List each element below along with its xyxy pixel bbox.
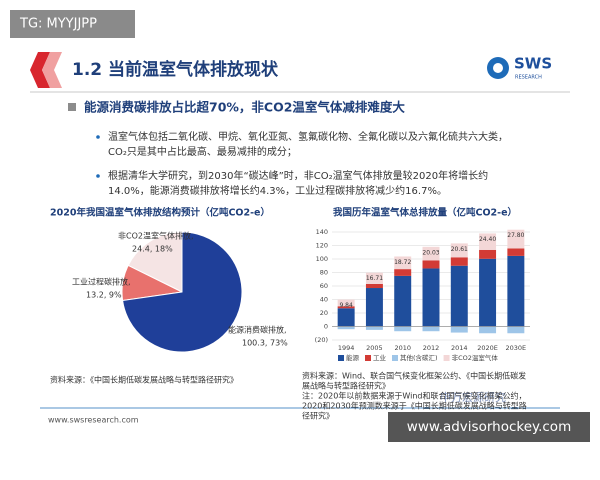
source-right: 资料来源：Wind、联合国气候变化框架公约、《中国长期低碳发 [302, 371, 526, 381]
x-tick-label: 2010 [394, 344, 411, 352]
bar-segment [507, 255, 525, 327]
bottom-tag-box [388, 412, 590, 442]
bullet-text: CO₂只是其中占比最高、最易减排的成分； [108, 145, 297, 158]
bullet-text: 14.0%，能源消费碳排放将增长约4.3%，工业过程碳排放将减少约16.7%。 [108, 184, 447, 197]
y-tick-label: 100 [316, 255, 328, 263]
legend-label: 能源 [346, 353, 360, 362]
bar-value-label: 20.61 [451, 246, 468, 253]
legend-swatch [443, 355, 450, 361]
bullet-text: 温室气体包括二氧化碳、甲烷、氧化亚氮、氢氟碳化物、全氟化碳以及六氟化硫共六大类， [108, 130, 508, 143]
bar-value-label: 20.03 [422, 249, 439, 256]
bar-segment [422, 246, 440, 261]
slice-label: 能源消费碳排放, [228, 325, 287, 335]
legend-label: 其他(含碳汇) [400, 353, 438, 362]
bar-value-label: 18.72 [394, 259, 411, 266]
y-tick-label: (20) [315, 336, 328, 344]
legend-swatch [365, 355, 371, 361]
bar-segment [394, 275, 412, 327]
bar-segment [365, 272, 383, 284]
bar-value-label: 16.71 [366, 275, 383, 282]
x-tick-label: 2005 [366, 344, 383, 352]
source-right: 2020和2030年预测数来源于《中国长期低碳发展战略与转型路 [302, 401, 527, 411]
bar-segment [394, 256, 412, 270]
bullet-text: 根据清华大学研究，到2030年“碳达峰”时，非CO₂温室气体排放量较2020年将… [108, 169, 488, 182]
watermark: 申万宏源研究 [440, 390, 506, 404]
y-tick-label: 40 [320, 296, 328, 304]
x-tick-label: 2030E [506, 344, 527, 352]
legend-swatch [338, 355, 344, 361]
bottom-tag: www.advisorhockey.com [407, 419, 571, 435]
x-tick-label: 2014 [451, 344, 468, 352]
pie-slice [122, 231, 243, 353]
bar-value-label: 27.80 [507, 232, 524, 239]
y-tick-label: 120 [316, 242, 328, 250]
slice-label: 非CO2温室气体排放, [118, 231, 194, 241]
bar-value-label: 24.40 [479, 236, 496, 243]
bar-segment [337, 326, 355, 330]
top-tag-box [10, 10, 135, 38]
bar-segment [337, 299, 355, 307]
bar-segment [365, 283, 383, 289]
source-left: 资料来源：《中国长期低碳发展战略与转型路径研究》 [50, 375, 238, 385]
x-tick-label: 2020E [477, 344, 498, 352]
y-tick-label: 0 [324, 323, 328, 331]
logo-text: SWS [514, 55, 552, 73]
y-tick-label: 20 [320, 309, 328, 317]
x-tick-label: 1994 [338, 344, 355, 352]
bar-segment [365, 288, 383, 327]
bar-segment [450, 326, 468, 333]
top-tag: TG: MYYJJPP [19, 17, 97, 32]
bar-segment [479, 258, 497, 327]
source-right: 注：2020年以前数据来源于Wind和联合国气候变化框架公约， [302, 391, 526, 401]
bar-segment [365, 326, 383, 330]
bar-segment [479, 233, 497, 250]
bar-segment [479, 326, 497, 334]
source-right: 展战略与转型路径研究》 [302, 381, 390, 391]
bar-segment [422, 268, 440, 327]
bullet-dot [96, 174, 100, 178]
y-tick-label: 140 [316, 228, 328, 236]
bar-segment [394, 269, 412, 276]
bar-segment [394, 326, 412, 332]
source-right: 径研究》 [302, 411, 334, 421]
chart-title: 2020年我国温室气体排放结构预计（亿吨CO2-e） [50, 207, 270, 219]
bar-segment [422, 260, 440, 269]
y-tick-label: 80 [320, 269, 328, 277]
heading: 能源消费碳排放占比超70%，非CO2温室气体减排难度大 [84, 100, 405, 115]
bar-segment [450, 265, 468, 327]
header-title: 1.2 当前温室气体排放现状 [72, 59, 279, 80]
x-tick-label: 2012 [423, 344, 440, 352]
heading-marker [68, 103, 76, 111]
slice-value-label: 24.4, 18% [132, 245, 173, 254]
logo-subtext: RESEARCH [515, 75, 542, 81]
bar-segment [337, 306, 355, 309]
bullet-dot [96, 135, 100, 139]
bar-segment [337, 308, 355, 327]
chart-title: 我国历年温室气体总排放量（亿吨CO2-e） [333, 207, 517, 219]
footer-url: www.swsresearch.com [48, 416, 139, 425]
header-chevron [30, 52, 50, 88]
bar-value-label: 9.84 [339, 302, 353, 309]
bar-segment [507, 326, 525, 334]
bar-segment [507, 229, 525, 249]
slice-value-label: 13.2, 9% [86, 291, 122, 300]
slice-label: 工业过程碳排放, [72, 277, 131, 287]
slice-value-label: 100.3, 73% [242, 339, 288, 348]
legend-swatch [392, 355, 398, 361]
legend-label: 工业 [373, 353, 387, 362]
legend-label: 非CO2温室气体 [452, 353, 499, 362]
bar-segment [422, 326, 440, 332]
bar-segment [479, 249, 497, 259]
pie-slice [127, 231, 183, 293]
logo-mark-inner [493, 63, 503, 73]
y-tick-label: 60 [320, 282, 328, 290]
bar-segment [450, 257, 468, 266]
bar-segment [507, 248, 525, 256]
header-chevron-light [42, 52, 62, 88]
bar-segment [450, 243, 468, 258]
